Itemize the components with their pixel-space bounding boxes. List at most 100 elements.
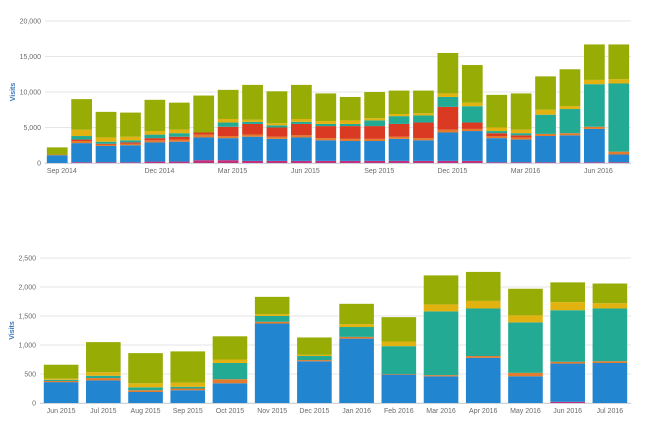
bar-segment[interactable] (508, 288, 543, 316)
bar-segment[interactable] (423, 376, 459, 403)
bar-segment[interactable] (254, 316, 290, 322)
bar-segment[interactable] (290, 135, 312, 138)
bar-segment[interactable] (583, 162, 605, 163)
bar-segment[interactable] (120, 142, 141, 144)
bar-segment[interactable] (508, 376, 543, 403)
bar-segment[interactable] (170, 388, 206, 391)
bar-segment[interactable] (71, 143, 93, 163)
bar-segment[interactable] (193, 137, 215, 161)
bar-segment[interactable] (486, 131, 508, 134)
bar-segment[interactable] (510, 139, 532, 163)
bar-segment[interactable] (550, 302, 585, 311)
bar-segment[interactable] (559, 69, 581, 107)
bar-segment[interactable] (423, 375, 459, 377)
bar-segment[interactable] (128, 390, 163, 392)
bar-segment[interactable] (364, 92, 386, 119)
bar-segment[interactable] (550, 361, 585, 364)
bar-segment[interactable] (339, 96, 361, 121)
bar-segment[interactable] (583, 79, 605, 85)
bar-segment[interactable] (339, 338, 374, 403)
bar-segment[interactable] (388, 114, 410, 117)
bar-segment[interactable] (315, 123, 337, 127)
bar-segment[interactable] (339, 123, 361, 127)
bar-segment[interactable] (364, 120, 386, 127)
bar-segment[interactable] (71, 140, 93, 144)
bar-segment[interactable] (535, 136, 556, 163)
bar-segment[interactable] (144, 161, 166, 163)
bar-segment[interactable] (592, 308, 628, 362)
bar-segment[interactable] (144, 131, 166, 135)
bar-segment[interactable] (168, 136, 190, 140)
bar-segment[interactable] (461, 106, 483, 123)
bar-segment[interactable] (290, 160, 312, 163)
bar-segment[interactable] (339, 160, 361, 163)
bar-segment[interactable] (461, 128, 483, 132)
bar-segment[interactable] (608, 151, 630, 155)
bar-segment[interactable] (217, 160, 239, 163)
bar-segment[interactable] (413, 113, 434, 116)
bar-segment[interactable] (86, 378, 121, 381)
bar-segment[interactable] (339, 120, 361, 124)
bar-segment[interactable] (217, 126, 239, 137)
bar-segment[interactable] (95, 141, 117, 144)
bar-segment[interactable] (423, 311, 459, 376)
bar-segment[interactable] (71, 136, 93, 140)
bar-segment[interactable] (381, 317, 417, 342)
bar-segment[interactable] (290, 118, 312, 122)
bar-segment[interactable] (120, 145, 141, 163)
bar-segment[interactable] (95, 145, 117, 163)
bar-segment[interactable] (413, 122, 434, 139)
bar-segment[interactable] (381, 346, 417, 374)
bar-segment[interactable] (120, 162, 141, 163)
bar-segment[interactable] (168, 139, 190, 142)
bar-segment[interactable] (315, 160, 337, 163)
bar-segment[interactable] (170, 382, 206, 387)
bar-segment[interactable] (242, 119, 263, 122)
bar-segment[interactable] (168, 161, 190, 163)
bar-segment[interactable] (465, 356, 501, 358)
bar-segment[interactable] (364, 160, 386, 163)
bar-segment[interactable] (212, 359, 248, 363)
bar-segment[interactable] (486, 133, 508, 137)
bar-segment[interactable] (339, 140, 361, 161)
bar-segment[interactable] (315, 126, 337, 139)
bar-segment[interactable] (266, 136, 288, 139)
bar-segment[interactable] (461, 65, 483, 103)
bar-segment[interactable] (550, 401, 585, 403)
bar-segment[interactable] (193, 95, 215, 133)
bar-segment[interactable] (71, 129, 93, 137)
bar-segment[interactable] (242, 84, 263, 120)
bar-segment[interactable] (43, 378, 79, 380)
bar-segment[interactable] (46, 155, 68, 163)
bar-segment[interactable] (608, 79, 630, 84)
bar-segment[interactable] (217, 138, 239, 161)
bar-segment[interactable] (486, 162, 508, 163)
bar-segment[interactable] (170, 390, 206, 403)
bar-segment[interactable] (388, 160, 410, 163)
bar-segment[interactable] (339, 336, 374, 339)
bar-segment[interactable] (95, 162, 117, 163)
bar-segment[interactable] (510, 135, 532, 138)
bar-segment[interactable] (535, 162, 556, 163)
bar-segment[interactable] (583, 126, 605, 129)
bar-segment[interactable] (242, 160, 263, 163)
bar-segment[interactable] (381, 341, 417, 347)
bar-segment[interactable] (364, 118, 386, 121)
bar-segment[interactable] (168, 102, 190, 130)
bar-segment[interactable] (86, 375, 121, 379)
bar-segment[interactable] (144, 134, 166, 139)
bar-segment[interactable] (559, 135, 581, 163)
bar-segment[interactable] (364, 138, 386, 141)
bar-segment[interactable] (168, 133, 190, 137)
bar-segment[interactable] (437, 52, 459, 94)
bar-segment[interactable] (43, 364, 79, 379)
bar-segment[interactable] (339, 126, 361, 139)
bar-segment[interactable] (217, 122, 239, 127)
bar-segment[interactable] (95, 111, 117, 138)
bar-segment[interactable] (242, 123, 263, 135)
bar-segment[interactable] (608, 83, 630, 152)
bar-segment[interactable] (465, 300, 501, 309)
bar-segment[interactable] (170, 386, 206, 389)
bar-segment[interactable] (550, 282, 585, 303)
bar-segment[interactable] (315, 121, 337, 124)
